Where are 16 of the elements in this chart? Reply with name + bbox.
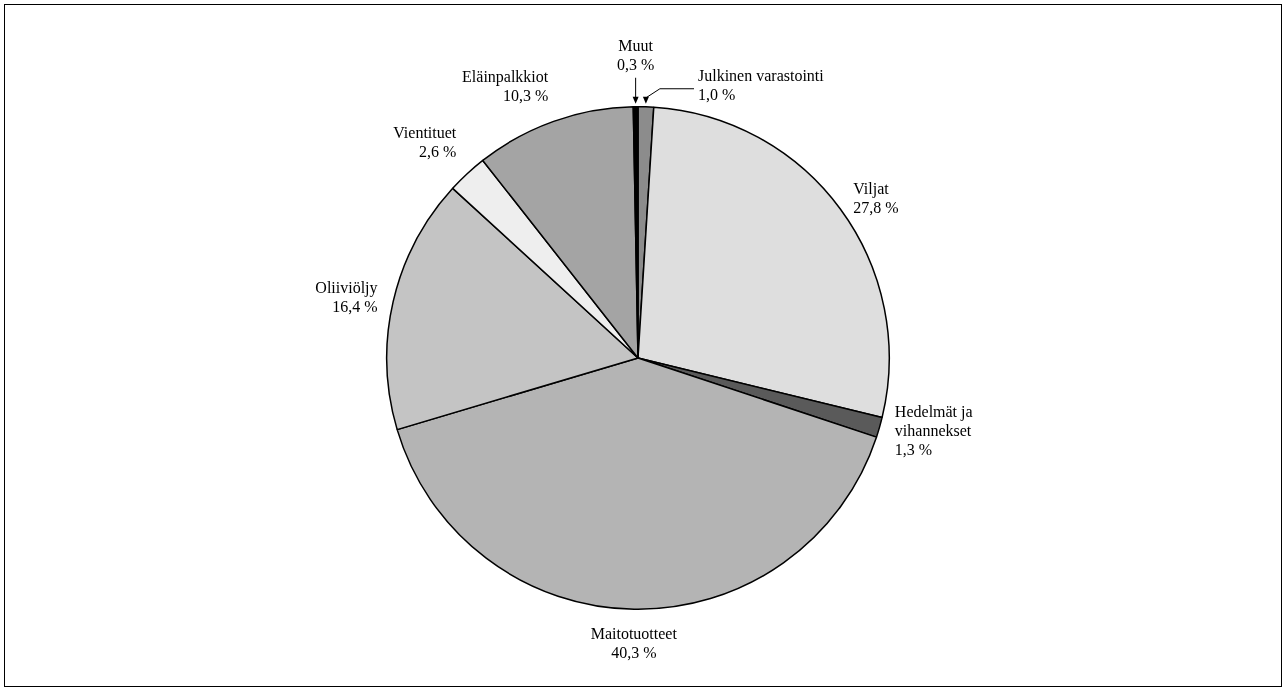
slice-label: Maitotuotteet [590,624,678,642]
data-label: 0,3 % [616,56,655,74]
data-label: 16,4 % [332,297,378,315]
data-label: 10,3 % [502,86,549,104]
slice-label: Hedelmät ja vihannekset [894,402,973,439]
data-label: 40,3 % [611,643,657,661]
slice-label: Viljat [853,180,890,199]
data-label: 1,3 % [894,440,933,458]
slice-label: Julkinen varastointi [698,67,825,85]
data-label: 1,0 % [698,86,736,104]
slice-label: Muut [618,37,654,55]
data-label: 27,8 % [853,199,899,217]
slice-label: Oliiviöljy [315,278,378,297]
slice-label: Eläinpalkkiot [462,67,549,86]
data-label: 2,6 % [418,142,457,160]
slice-label: Vientituet [393,123,457,141]
